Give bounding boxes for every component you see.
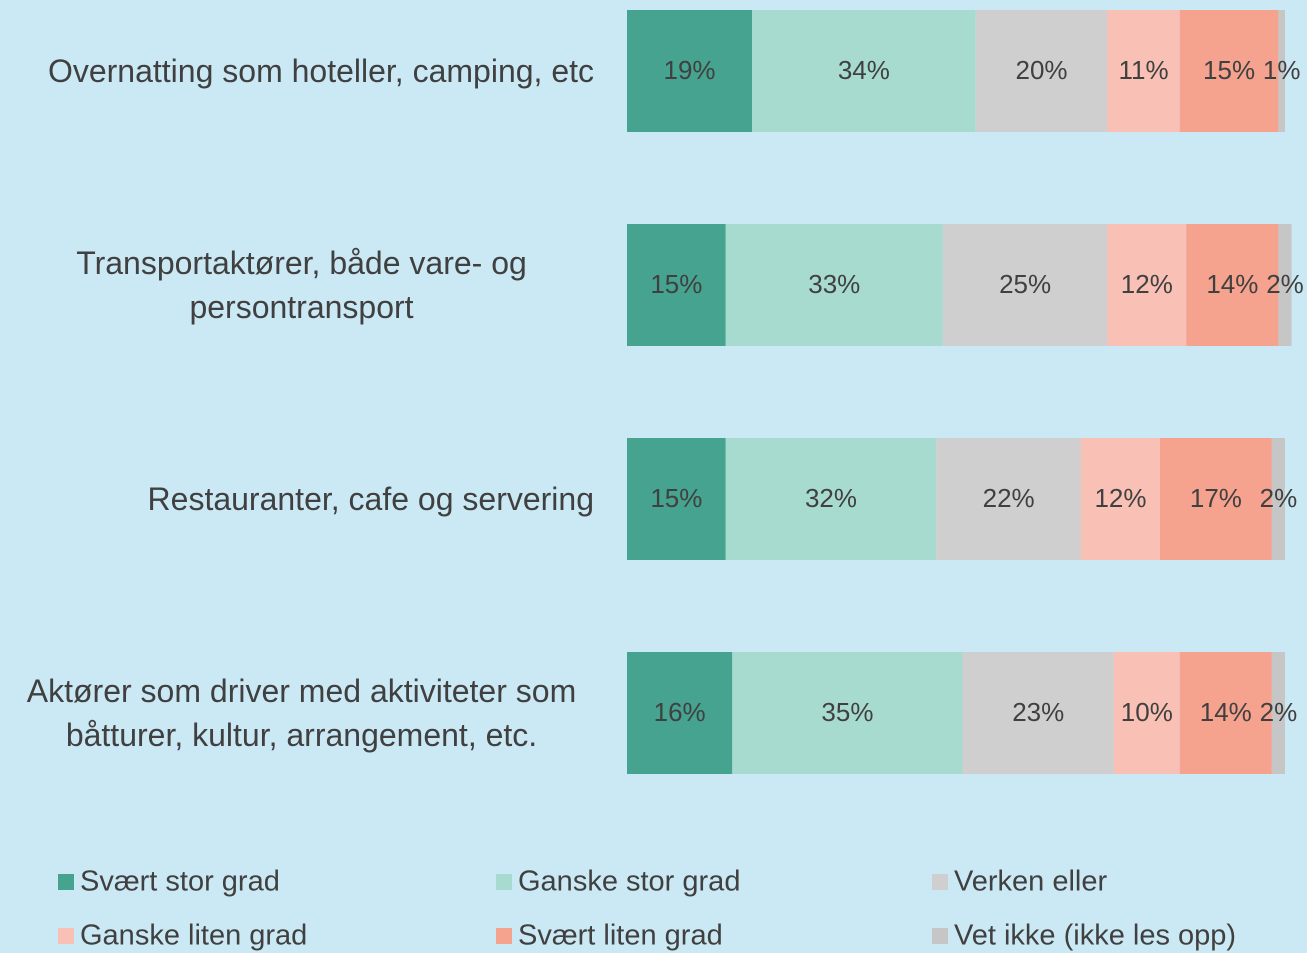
bar-segment [1159,438,1272,560]
data-label: 17% [1190,483,1242,513]
data-label: 34% [838,55,890,85]
data-label: 14% [1200,697,1252,727]
data-label: 35% [821,697,873,727]
bar-segment [752,10,976,132]
legend-label: Svært stor grad [80,866,280,898]
data-label: 2% [1260,697,1298,727]
bar-segment [725,438,937,560]
category-label: Restauranter, cafe og servering [147,481,594,517]
bar-segment [1271,652,1285,774]
bar-segment [1278,224,1292,346]
bar-segment [627,438,726,560]
bar-segment [1271,438,1285,560]
data-label: 23% [1012,697,1064,727]
legend-label: Ganske liten grad [80,920,307,952]
category-label: Aktører som driver med aktiviteter som b… [26,673,577,753]
legend-swatch [496,928,512,944]
data-label: 25% [999,269,1051,299]
category-label-box: Overnatting som hoteller, camping, etc [0,1,594,141]
legend-swatch [496,874,512,890]
bar-segment [732,652,963,774]
category-label-box: Restauranter, cafe og servering [0,429,594,569]
data-label: 19% [663,55,715,85]
data-label: 1% [1263,55,1301,85]
data-label: 16% [654,697,706,727]
data-label: 22% [983,483,1035,513]
bar-segment [627,10,753,132]
data-label: 15% [1203,55,1255,85]
bar-segment [1107,224,1187,346]
category-label-box: Transportaktører, både vare- og persontr… [0,215,594,355]
bar-segment [1081,438,1160,560]
data-label: 14% [1206,269,1258,299]
category-label: Overnatting som hoteller, camping, etc [47,53,594,89]
legend-swatch [58,928,74,944]
legend-label: Ganske stor grad [518,866,740,898]
bar-segment [627,652,733,774]
data-label: 12% [1121,269,1173,299]
data-label: 15% [650,483,702,513]
data-label: 12% [1094,483,1146,513]
category-label-box: Aktører som driver med aktiviteter som b… [0,643,594,783]
bar-segment [1278,10,1285,132]
category-label: Transportaktører, både vare- og persontr… [76,245,527,325]
legend-label: Vet ikke (ikke les opp) [954,920,1236,952]
bar-segment [1113,652,1180,774]
bar-segment [975,10,1108,132]
data-label: 32% [805,483,857,513]
data-label: 15% [650,269,702,299]
bar-segment [1186,224,1279,346]
bar-segment [725,224,943,346]
data-label: 2% [1260,483,1298,513]
legend-swatch [58,874,74,890]
legend-label: Verken eller [954,866,1107,898]
bar-segment [1179,10,1279,132]
legend-label: Svært liten grad [518,920,723,952]
data-label: 2% [1266,269,1304,299]
bar-segment [962,652,1114,774]
data-label: 33% [808,269,860,299]
legend-swatch [932,928,948,944]
bar-segment [942,224,1108,346]
bar-segment [1107,10,1180,132]
data-label: 10% [1121,697,1173,727]
bar-segment [936,438,1082,560]
bar-segment [627,224,726,346]
legend-swatch [932,874,948,890]
bar-segment [1179,652,1272,774]
data-label: 20% [1016,55,1068,85]
data-label: 11% [1118,55,1168,85]
